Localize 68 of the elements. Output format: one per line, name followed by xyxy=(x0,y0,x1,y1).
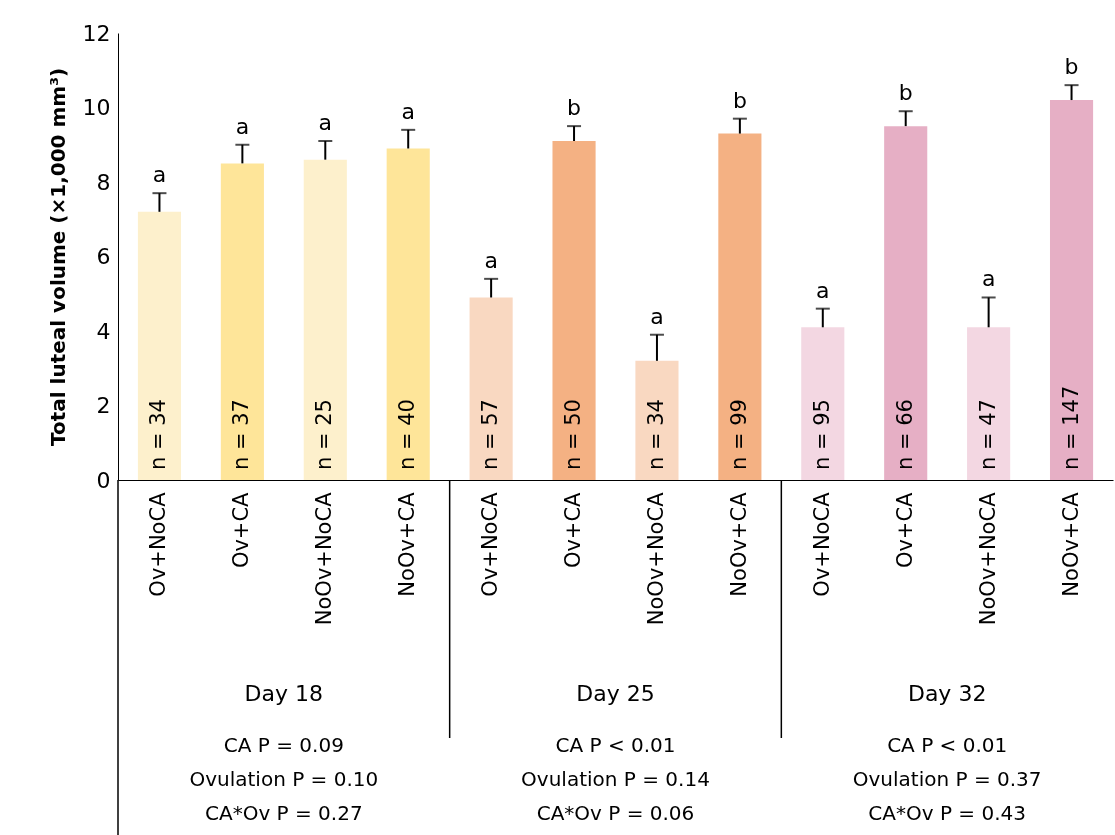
bar xyxy=(1049,100,1094,480)
bar xyxy=(469,297,513,480)
x-tick-label: Ov+CA xyxy=(892,491,917,569)
y-tick-label: 4 xyxy=(96,318,111,344)
annotation: n = 99 xyxy=(726,399,751,470)
annotation: a xyxy=(235,113,250,139)
bar xyxy=(220,163,264,480)
text: Day 25 xyxy=(576,681,655,706)
annotation: n = 57 xyxy=(478,399,503,470)
annotation: n = 40 xyxy=(395,399,420,470)
bar xyxy=(635,360,679,480)
annotation: n = 37 xyxy=(229,399,254,470)
bar xyxy=(303,159,347,480)
annotation: a xyxy=(650,303,664,329)
x-tick-label: NoOv+CA xyxy=(1058,491,1083,597)
annotation: n = 34 xyxy=(643,399,668,470)
x-tick-label: Ov+CA xyxy=(229,491,254,569)
text: CA*Ov P = 0.06 xyxy=(536,801,695,825)
bar xyxy=(552,141,596,480)
text: Ovulation P = 0.37 xyxy=(852,767,1042,791)
annotation: a xyxy=(401,98,415,124)
x-tick-label: Ov+NoCA xyxy=(146,491,171,597)
x-tick-label: Ov+NoCA xyxy=(478,491,503,597)
y-axis-title: Total luteal volume (×1,000 mm³) xyxy=(45,67,70,447)
x-tick-label: NoOv+NoCA xyxy=(312,491,337,626)
text: Ovulation P = 0.14 xyxy=(521,767,710,791)
text: CA*Ov P = 0.27 xyxy=(205,801,363,825)
bar xyxy=(386,148,430,480)
annotation: b xyxy=(732,87,747,113)
text: Ovulation P = 0.10 xyxy=(189,767,379,791)
annotation: a xyxy=(816,277,830,303)
text: CA*Ov P = 0.43 xyxy=(868,801,1026,825)
y-tick-label: 6 xyxy=(96,244,111,269)
annotation: n = 66 xyxy=(892,399,917,470)
annotation: b xyxy=(898,80,913,106)
annotation: n = 25 xyxy=(312,399,337,470)
annotation: n = 34 xyxy=(146,399,171,470)
x-tick-label: NoOv+CA xyxy=(726,491,751,597)
annotation: n = 47 xyxy=(975,399,1000,470)
annotation: a xyxy=(484,247,498,273)
annotation: a xyxy=(318,110,333,136)
y-tick-label: 10 xyxy=(82,95,111,120)
x-tick-label: Ov+NoCA xyxy=(809,491,834,597)
annotation: n = 50 xyxy=(561,399,586,470)
x-tick-label: NoOv+CA xyxy=(395,491,420,597)
annotation: n = 95 xyxy=(809,399,834,470)
bar xyxy=(884,126,928,480)
text: CA P < 0.01 xyxy=(555,733,676,757)
annotation: a xyxy=(981,266,996,292)
text: Day 32 xyxy=(907,681,987,706)
y-tick-label: 8 xyxy=(96,169,111,195)
bar xyxy=(967,327,1011,480)
text: CA P = 0.09 xyxy=(223,733,344,757)
y-tick-label: 12 xyxy=(82,20,111,46)
bar xyxy=(801,327,845,480)
x-tick-label: NoOv+NoCA xyxy=(975,491,1000,626)
y-tick-label: 0 xyxy=(96,467,111,493)
y-tick-label: 2 xyxy=(96,393,111,418)
annotation: b xyxy=(1064,54,1079,80)
text: Day 18 xyxy=(244,681,324,706)
x-tick-label: Ov+CA xyxy=(561,491,586,569)
bar xyxy=(718,133,762,480)
annotation: n = 147 xyxy=(1058,385,1083,470)
x-tick-label: NoOv+NoCA xyxy=(643,491,668,626)
annotation: a xyxy=(152,162,167,188)
text: CA P < 0.01 xyxy=(887,733,1008,757)
bar xyxy=(137,211,182,480)
annotation: b xyxy=(567,95,582,121)
